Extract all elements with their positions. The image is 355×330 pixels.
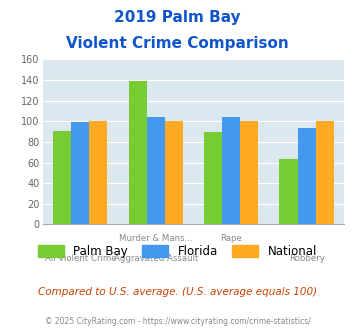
Bar — [129, 81, 147, 224]
Bar — [222, 117, 240, 224]
Bar — [204, 132, 222, 224]
Legend: Palm Bay, Florida, National: Palm Bay, Florida, National — [33, 241, 322, 263]
Bar — [316, 121, 334, 224]
Text: 2019 Palm Bay: 2019 Palm Bay — [114, 10, 241, 25]
Text: Rape: Rape — [220, 234, 242, 243]
Text: Aggravated Assault: Aggravated Assault — [114, 254, 198, 263]
Text: Compared to U.S. average. (U.S. average equals 100): Compared to U.S. average. (U.S. average … — [38, 287, 317, 297]
Text: Violent Crime Comparison: Violent Crime Comparison — [66, 36, 289, 51]
Bar — [240, 121, 258, 224]
Text: All Violent Crime: All Violent Crime — [44, 254, 116, 263]
Bar — [89, 121, 108, 224]
Bar — [297, 128, 316, 224]
Bar — [279, 159, 297, 224]
Text: © 2025 CityRating.com - https://www.cityrating.com/crime-statistics/: © 2025 CityRating.com - https://www.city… — [45, 317, 310, 326]
Bar — [147, 117, 165, 224]
Text: Robbery: Robbery — [289, 254, 324, 263]
Bar — [71, 122, 89, 224]
Text: Murder & Mans...: Murder & Mans... — [119, 234, 192, 243]
Bar — [53, 131, 71, 224]
Bar — [165, 121, 183, 224]
